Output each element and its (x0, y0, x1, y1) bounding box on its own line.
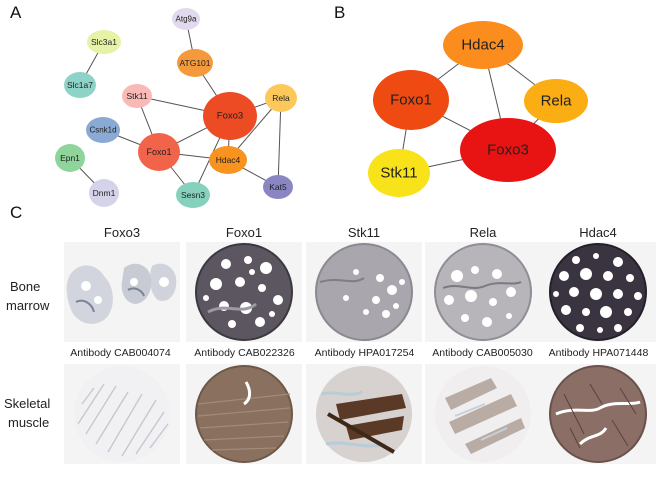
net-a-node-label-sesn3: Sesn3 (181, 190, 205, 200)
net-b-node-foxo1: Foxo1 (373, 70, 449, 130)
net-a-node-foxo1: Foxo1 (138, 133, 180, 171)
antibody-label-hdac4: Antibody HPA071448 (548, 347, 649, 359)
tissue-bone-marrow-foxo3 (66, 263, 177, 324)
row-header-bone-marrow: Bone marrow (6, 278, 62, 316)
net-a-node-label-dnm1: Dnm1 (93, 188, 116, 198)
net-a-node-label-foxo1: Foxo1 (146, 147, 171, 157)
column-header-foxo1: Foxo1 (225, 225, 263, 240)
net-a-node-shape-foxo3 (203, 92, 257, 140)
net-a-node-label-epn1: Epn1 (60, 153, 80, 163)
network-a: Slc3a1 Atg9a ATG101 Slc1a7 Stk11 Foxo3 Rela Csn… (55, 8, 297, 208)
tissue-bone-marrow-rela (434, 243, 532, 341)
tissue-skeletal-muscle-foxo1 (195, 365, 293, 463)
panel-label-c: C (10, 203, 23, 222)
column-header-foxo3: Foxo3 (103, 225, 141, 240)
net-a-node-slc3a1: Slc3a1 (87, 30, 121, 54)
ihc-tile-bone-marrow-rela (425, 242, 541, 342)
net-b-node-shape-hdac4 (443, 21, 523, 69)
net-b-node-label-foxo3: Foxo3 (487, 142, 529, 159)
net-a-node-shape-rela (265, 84, 297, 112)
net-a-node-label-atg9a: Atg9a (176, 15, 197, 24)
net-a-node-shape-atg9a (172, 8, 200, 30)
net-a-node-shape-slc3a1 (87, 30, 121, 54)
net-b-node-label-stk11: Stk11 (380, 165, 417, 182)
net-b-node-foxo3: Foxo3 (460, 118, 556, 182)
net-a-node-shape-slc1a7 (64, 72, 96, 98)
ihc-tile-bone-marrow-foxo1 (186, 242, 302, 342)
panel-label-b: B (334, 3, 346, 22)
ihc-tile-skeletal-muscle-rela (425, 364, 541, 464)
tissue-skeletal-muscle-stk11 (316, 366, 412, 462)
ihc-tile-skeletal-muscle-foxo3 (64, 364, 180, 464)
column-header-stk11: Stk11 (347, 225, 381, 240)
ihc-tile-skeletal-muscle-hdac4 (540, 364, 656, 464)
net-a-node-shape-atg101 (177, 49, 213, 77)
net-a-node-foxo3: Foxo3 (203, 92, 257, 140)
net-b-node-label-hdac4: Hdac4 (461, 37, 504, 54)
net-a-node-stk11: Stk11 (122, 84, 152, 108)
net-b-node-shape-foxo3 (460, 118, 556, 182)
net-a-node-shape-sesn3 (176, 182, 210, 208)
tissue-bone-marrow-foxo1 (195, 243, 293, 341)
network-b: Hdac4 Foxo1 Rela Foxo3 Stk11 (368, 21, 588, 197)
net-a-node-label-stk11: Stk11 (126, 91, 147, 101)
net-a-node-shape-epn1 (55, 144, 85, 172)
net-b-node-label-foxo1: Foxo1 (390, 92, 432, 109)
net-a-node-label-csnk1d: Csnk1d (89, 126, 116, 135)
net-a-node-shape-dnm1 (89, 179, 119, 207)
net-a-node-rela: Rela (265, 84, 297, 112)
net-b-node-rela: Rela (524, 79, 588, 123)
net-a-node-label-hdac4: Hdac4 (216, 155, 241, 165)
net-a-node-kat5: Kat5 (263, 175, 293, 199)
net-a-node-atg9a: Atg9a (172, 8, 200, 30)
net-a-node-label-rela: Rela (272, 93, 290, 103)
ihc-tile-skeletal-muscle-foxo1 (186, 364, 302, 464)
net-b-node-shape-stk11 (368, 149, 430, 197)
net-a-node-shape-stk11 (122, 84, 152, 108)
row-header-bone-marrow-line2: marrow (6, 297, 50, 313)
tissue-skeletal-muscle-rela (435, 366, 531, 462)
net-b-node-stk11: Stk11 (368, 149, 430, 197)
net-a-node-label-slc3a1: Slc3a1 (91, 37, 117, 47)
net-a-node-shape-hdac4 (209, 146, 247, 174)
tissue-bone-marrow-stk11 (315, 243, 413, 341)
panel-label-a: A (10, 3, 22, 22)
row-header-bone-marrow-line1: Bone (10, 279, 41, 294)
net-a-node-shape-kat5 (263, 175, 293, 199)
antibody-label-foxo3: Antibody CAB004074 (70, 347, 171, 359)
column-header-hdac4: Hdac4 (579, 225, 617, 240)
ihc-tile-bone-marrow-foxo3 (64, 242, 180, 342)
net-a-node-atg101: ATG101 (177, 49, 213, 77)
column-header-rela: Rela (469, 225, 497, 240)
net-a-node-label-atg101: ATG101 (179, 58, 210, 68)
net-a-node-label-slc1a7: Slc1a7 (67, 80, 93, 90)
row-header-skeletal-muscle: Skeletal muscle (4, 395, 60, 433)
net-a-node-label-foxo3: Foxo3 (217, 111, 243, 122)
net-b-node-label-rela: Rela (541, 93, 573, 110)
tissue-bone-marrow-hdac4 (549, 243, 647, 341)
net-b-node-shape-rela (524, 79, 588, 123)
ihc-tile-skeletal-muscle-stk11 (306, 364, 422, 464)
row-header-skeletal-muscle-line2: muscle (8, 414, 50, 430)
row-header-skeletal-muscle-line1: Skeletal (4, 396, 51, 411)
net-a-node-shape-csnk1d (86, 117, 120, 143)
net-b-node-hdac4: Hdac4 (443, 21, 523, 69)
antibody-label-foxo1: Antibody CAB022326 (194, 347, 295, 359)
net-a-node-shape-foxo1 (138, 133, 180, 171)
ihc-tile-bone-marrow-stk11 (306, 242, 422, 342)
net-a-node-epn1: Epn1 (55, 144, 85, 172)
net-a-node-csnk1d: Csnk1d (86, 117, 120, 143)
net-b-node-shape-foxo1 (373, 70, 449, 130)
net-a-node-sesn3: Sesn3 (176, 182, 210, 208)
net-a-node-dnm1: Dnm1 (89, 179, 119, 207)
tissue-skeletal-muscle-foxo3 (74, 366, 170, 462)
net-a-edge-rela-kat5 (277, 97, 282, 188)
tissue-skeletal-muscle-hdac4 (549, 365, 647, 463)
net-a-node-hdac4: Hdac4 (209, 146, 247, 174)
net-a-node-slc1a7: Slc1a7 (64, 72, 96, 98)
antibody-label-rela: Antibody CAB005030 (432, 347, 533, 359)
net-a-node-label-kat5: Kat5 (269, 182, 287, 192)
antibody-label-stk11: Antibody HPA017254 (314, 347, 415, 359)
ihc-tile-bone-marrow-hdac4 (540, 242, 656, 342)
